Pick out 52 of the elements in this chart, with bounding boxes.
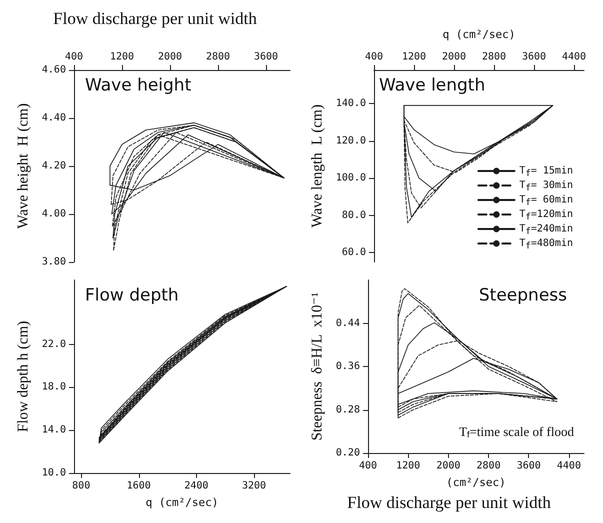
x-tick-label: 400 xyxy=(364,52,383,62)
x-tick-label: 4400 xyxy=(556,460,580,472)
y-tick-label: 0.28 xyxy=(335,404,360,416)
x-tick-label: 3600 xyxy=(254,52,278,62)
x-tick-label: 2000 xyxy=(441,52,466,62)
x-tick-label: 2800 xyxy=(206,52,230,62)
y-tick-label: 4.00 xyxy=(42,208,66,220)
y-tick-label: 4.40 xyxy=(42,112,66,124)
x-tick-label: 800 xyxy=(72,480,90,492)
y-tick-label: 10.0 xyxy=(42,468,66,478)
x-tick-label: 1200 xyxy=(396,460,420,472)
y-axis-title: Wave length L (cm) xyxy=(309,104,325,228)
text: Flow discharge per unit width xyxy=(346,493,551,512)
y-tick-label: 4.20 xyxy=(42,160,66,172)
chart-title: Wave height xyxy=(85,76,192,96)
y-tick-label: 3.80 xyxy=(42,256,66,268)
y-axis-title: Flow depth h (cm) xyxy=(16,320,32,432)
y-tick-label: 0.36 xyxy=(335,361,360,372)
chart-title: Wave length xyxy=(378,76,485,96)
x-tick-label: 3600 xyxy=(521,52,546,62)
x-tick-label: 400 xyxy=(358,460,377,472)
x-tick-label: 1200 xyxy=(110,52,134,62)
y-tick-label: 4.60 xyxy=(42,64,66,76)
y-tick-label: 18.0 xyxy=(42,382,66,393)
y-axis-title: Steepness δ≡H/L x10⁻¹ xyxy=(309,292,325,441)
x-tick-label: 2400 xyxy=(184,480,208,492)
chart-title: Flow depth xyxy=(85,286,179,306)
x-axis-title: (cm²/sec) xyxy=(446,476,506,489)
y-tick-label: 140.0 xyxy=(335,98,366,110)
x-tick-label: 2000 xyxy=(436,460,460,472)
x-tick-label: 4400 xyxy=(561,52,586,62)
x-tick-label: 1200 xyxy=(401,52,426,62)
chart-title: Steepness xyxy=(478,286,567,306)
x-tick-label: 3600 xyxy=(516,460,540,472)
x-tick-label: 1600 xyxy=(126,480,151,492)
text: Flow discharge per unit width xyxy=(53,9,258,28)
y-tick-label: 14.0 xyxy=(42,424,66,436)
x-tick-label: 2000 xyxy=(158,52,182,62)
x-tick-label: 3200 xyxy=(242,480,266,492)
y-tick-label: 100.0 xyxy=(335,172,366,184)
y-tick-label: 120.0 xyxy=(335,135,366,146)
y-axis-title: Wave height H (cm) xyxy=(16,103,32,229)
x-tick-label: 2800 xyxy=(476,460,500,472)
y-tick-label: 0.20 xyxy=(335,448,360,458)
x-axis-title: q (cm²/sec) xyxy=(442,28,515,41)
y-tick-label: 80.0 xyxy=(341,210,366,221)
y-tick-label: 60.0 xyxy=(341,247,366,258)
y-tick-label: 0.44 xyxy=(335,318,360,329)
y-tick-label: 22.0 xyxy=(42,338,66,350)
x-tick-label: 400 xyxy=(64,52,84,62)
x-tick-label: 2800 xyxy=(481,52,506,62)
x-axis-title: q (cm²/sec) xyxy=(146,496,218,509)
